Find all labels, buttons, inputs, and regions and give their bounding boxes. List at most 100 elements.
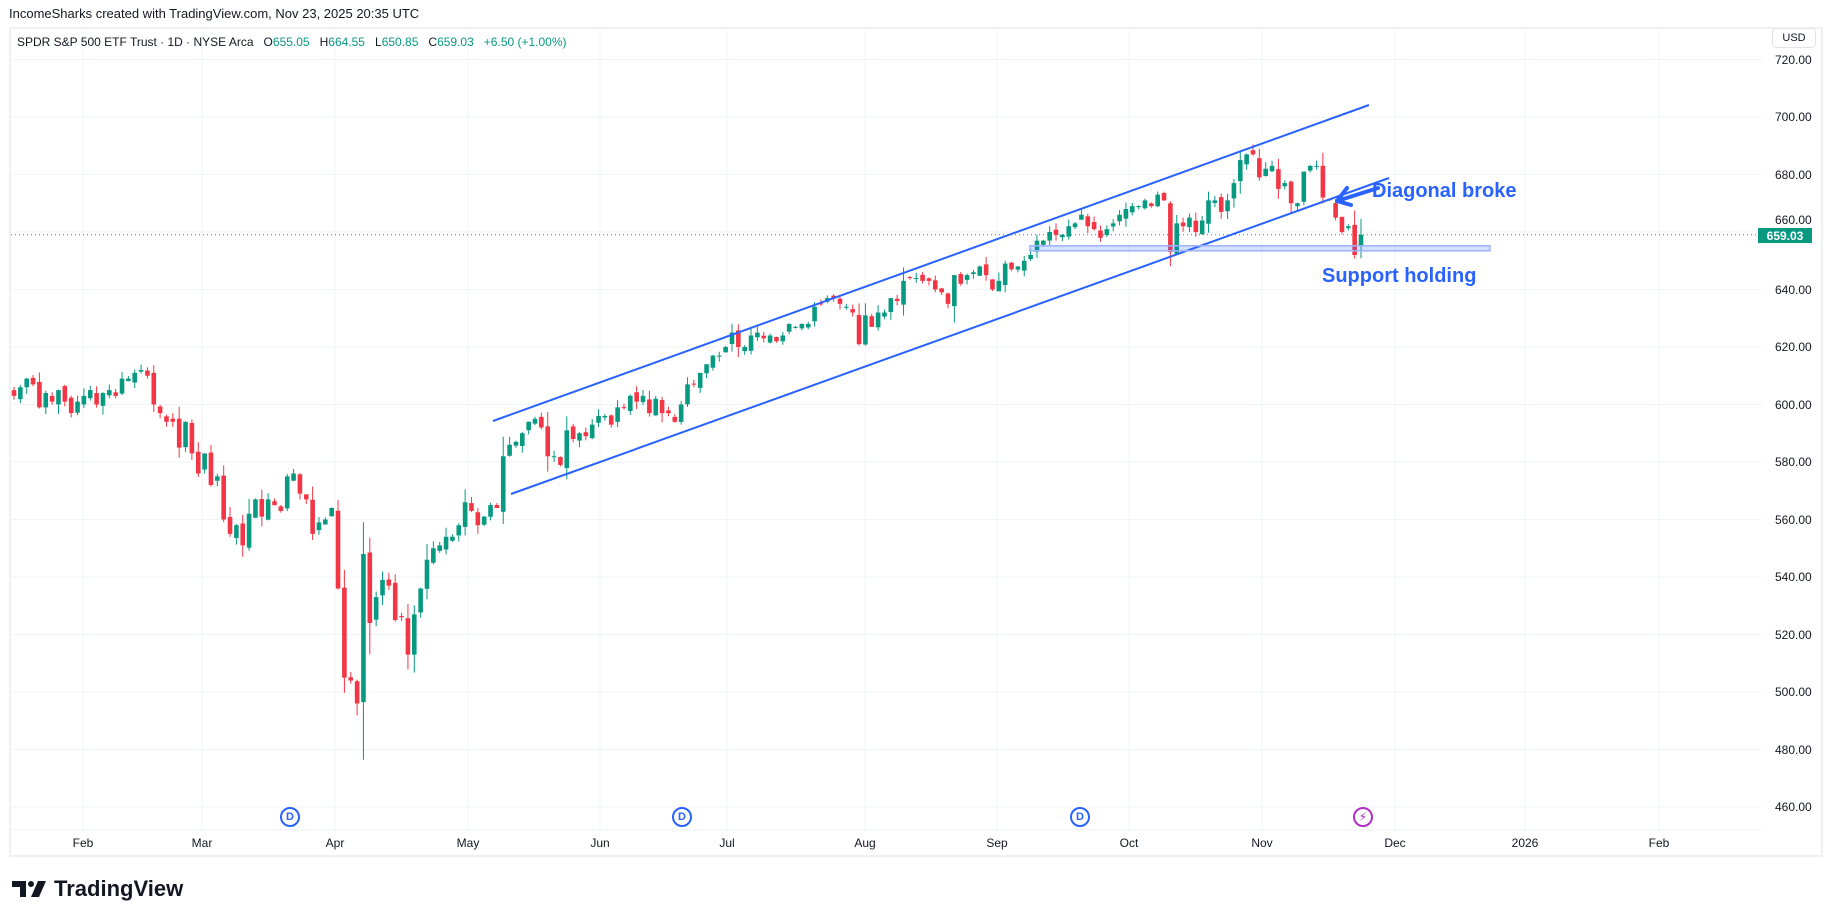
candle-up (1136, 206, 1141, 208)
candle-up (284, 476, 290, 509)
brand-name: TradingView (54, 876, 184, 901)
candle-down (259, 499, 265, 517)
candle-down (310, 499, 315, 534)
chart-frame (9, 27, 1823, 857)
price-tick-label: 500.00 (1775, 685, 1812, 699)
candle-up (1155, 194, 1160, 207)
candle-up (1079, 214, 1084, 220)
candle-up (1066, 226, 1072, 237)
candle-down (392, 582, 398, 621)
candle-down (939, 288, 944, 293)
candle-up (551, 456, 557, 458)
candle-up (56, 390, 61, 405)
time-tick-label: Mar (191, 836, 213, 850)
candle-down (1339, 216, 1345, 232)
candle-down (170, 418, 176, 422)
candle-up (1174, 223, 1180, 254)
candle-up (513, 441, 519, 446)
candle-up (977, 266, 983, 276)
annotation-diagonal-broke[interactable]: Diagonal broke (1372, 180, 1517, 202)
candle-down (990, 279, 995, 290)
candle-down (659, 400, 665, 414)
candle-up (596, 416, 601, 423)
candle-down (983, 264, 989, 276)
candle-up (1199, 220, 1205, 235)
candle-down (1009, 262, 1014, 270)
candle-down (1091, 222, 1097, 230)
candle-up (805, 324, 811, 328)
symbol-title[interactable]: SPDR S&P 500 ETF Trust · 1D · NYSE Arca (17, 35, 254, 49)
candle-up (107, 390, 112, 396)
candle-up (329, 508, 334, 517)
candle-up (373, 597, 379, 620)
candle-up (1110, 223, 1116, 227)
dividend-marker-icon[interactable]: D (1070, 807, 1090, 827)
candle-up (589, 424, 595, 439)
candle-down (297, 474, 303, 494)
candle-down (1276, 169, 1281, 189)
candle-down (1288, 181, 1294, 204)
candle-up (1206, 200, 1211, 224)
candle-up (526, 421, 531, 431)
candle-down (634, 392, 639, 402)
candle-down (1218, 197, 1224, 212)
candle-down (539, 416, 544, 428)
candle-up (1142, 200, 1148, 209)
high-label: H (319, 35, 329, 49)
candle-up (685, 384, 690, 405)
candle-up (1244, 154, 1249, 165)
candle-up (1295, 203, 1300, 207)
price-tick-label: 700.00 (1775, 110, 1812, 124)
candle-up (1307, 165, 1313, 171)
time-tick-label: Aug (854, 836, 876, 850)
candle-up (1104, 229, 1110, 236)
candle-up (1225, 200, 1230, 212)
low-value: 650.85 (381, 35, 419, 49)
candle-up (1212, 200, 1218, 204)
dividend-marker-icon[interactable]: D (672, 807, 692, 827)
last-price-label: 659.03 (1758, 228, 1812, 243)
candle-up (780, 335, 786, 342)
arrow-icon (1335, 186, 1380, 207)
candle-up (1129, 206, 1135, 213)
candle-down (850, 309, 855, 313)
time-tick-label: Oct (1119, 836, 1139, 850)
candle-up (875, 312, 881, 328)
candle-down (62, 386, 68, 402)
candle-down (869, 316, 875, 327)
candle-down (30, 377, 36, 385)
candle-down (1257, 158, 1262, 178)
tradingview-logo[interactable]: TradingView (12, 876, 183, 902)
candle-up (43, 393, 49, 408)
candle-up (500, 456, 506, 512)
price-tick-label: 720.00 (1775, 52, 1812, 67)
annotation-support-holding[interactable]: Support holding (1322, 265, 1477, 287)
candle-up (481, 516, 487, 525)
candle-up (291, 473, 296, 481)
candle-up (1314, 165, 1319, 167)
close-label: C (428, 35, 438, 49)
candle-up (628, 395, 633, 411)
candle-up (361, 554, 366, 703)
lightning-event-icon[interactable]: ⚡ (1353, 807, 1373, 827)
close-value: 659.03 (437, 35, 474, 49)
dividend-marker-icon[interactable]: D (280, 807, 300, 827)
price-tick-label: 680.00 (1775, 167, 1812, 182)
currency-button[interactable]: USD (1772, 28, 1816, 48)
candle-up (742, 347, 747, 352)
candle-up (952, 275, 957, 307)
candle-up (1282, 183, 1288, 187)
candle-down (475, 512, 481, 526)
price-tick-label: 620.00 (1775, 340, 1812, 354)
open-label: O (263, 35, 273, 49)
candle-down (1085, 216, 1091, 227)
candle-down (68, 397, 74, 414)
candle-down (608, 415, 614, 425)
price-tick-label: 640.00 (1775, 282, 1812, 297)
candle-up (215, 476, 220, 481)
candle-up (1237, 160, 1243, 182)
candle-down (227, 516, 233, 534)
candle-up (748, 335, 754, 351)
time-tick-label: Apr (325, 836, 345, 850)
